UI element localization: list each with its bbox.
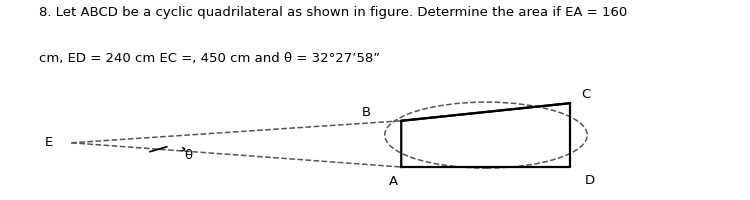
Text: D: D [585,174,596,187]
Text: A: A [389,175,398,188]
Text: B: B [362,106,371,119]
Text: θ: θ [184,149,193,162]
Text: C: C [581,88,590,101]
Text: 8. Let ABCD be a cyclic quadrilateral as shown in figure. Determine the area if : 8. Let ABCD be a cyclic quadrilateral as… [39,6,627,19]
Text: cm, ED = 240 cm EC =, 450 cm and θ = 32°27’58”: cm, ED = 240 cm EC =, 450 cm and θ = 32°… [39,52,380,65]
Text: E: E [44,136,53,149]
